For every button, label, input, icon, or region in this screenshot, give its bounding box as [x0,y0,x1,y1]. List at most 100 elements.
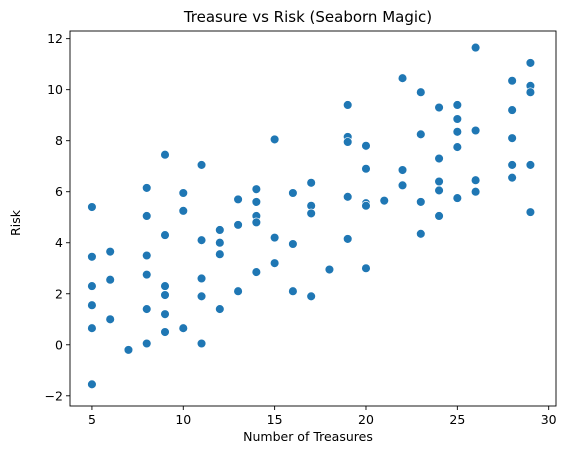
data-point [416,129,426,140]
data-point [105,314,115,325]
data-point [416,87,426,97]
data-point [525,207,536,217]
data-point [178,188,189,198]
data-point [434,153,444,164]
data-point [434,211,444,221]
data-point [470,125,481,136]
data-point [87,281,97,291]
data-point [525,58,536,68]
data-point [324,264,335,275]
data-point [215,237,225,248]
data-point [160,281,170,291]
data-point [470,186,481,197]
data-point [196,160,207,170]
data-point [361,263,371,273]
data-point [141,183,152,193]
y-axis-label: Risk [8,209,23,236]
data-point [288,188,298,198]
chart-title: Treasure vs Risk (Seaborn Magic) [183,8,432,26]
data-point [397,73,408,83]
data-point [434,185,444,196]
data-point [141,211,152,221]
x-tick-label: 15 [267,412,283,427]
y-tick-label: 2 [55,286,63,301]
data-point [507,105,517,115]
data-point [196,338,207,349]
data-point [160,309,170,319]
data-point [525,87,536,97]
data-point [416,197,426,207]
data-point [233,286,243,296]
data-point [452,193,463,203]
data-point [361,164,371,174]
data-point [507,75,517,86]
data-point [196,291,207,302]
y-tick-label: 6 [55,184,63,199]
data-point [397,165,408,175]
y-tick-label: 8 [55,133,63,148]
data-point [452,127,463,137]
data-point [160,230,170,240]
data-point [507,160,517,170]
data-point [105,274,115,285]
data-point [141,338,152,349]
data-point [87,202,97,212]
x-tick-label: 20 [358,412,374,427]
data-point [141,304,152,314]
data-point [233,194,243,205]
data-point [397,180,408,191]
data-point [251,267,262,277]
x-tick-label: 10 [175,412,191,427]
data-point [379,195,390,206]
data-point [361,200,371,211]
data-point [87,252,97,262]
x-tick-label: 30 [541,412,557,427]
data-point [233,220,243,230]
data-point [196,235,207,245]
data-point [141,269,152,280]
data-point [306,208,316,219]
data-point [269,134,280,145]
data-point [160,327,170,337]
data-point [196,273,207,284]
data-point [87,323,97,333]
x-axis-label: Number of Treasures [243,429,373,444]
data-point [306,178,316,188]
data-point [215,249,225,259]
data-point [507,172,517,183]
data-point [87,300,97,310]
data-point [178,206,189,216]
data-point [361,141,371,151]
data-point [342,100,353,110]
data-point [178,323,189,333]
data-point [342,192,353,202]
data-point [141,250,152,261]
data-point [288,286,298,296]
data-point [251,184,262,194]
data-point [342,137,353,147]
data-point [251,197,262,207]
data-point [434,176,444,187]
data-point [269,232,280,243]
x-tick-label: 25 [449,412,465,427]
axes-layer: 5 10 15 20 25 30 −2 0 2 4 6 8 10 12 [45,30,557,427]
data-point [470,175,481,185]
data-point [434,102,444,113]
points-layer [87,42,536,390]
data-point [251,217,262,228]
data-point [306,291,316,302]
data-point [507,133,517,143]
y-tick-label: 10 [47,82,63,97]
data-point [87,379,97,390]
data-point [160,290,170,300]
data-point [288,239,298,249]
data-point [105,246,115,257]
data-point [470,42,481,53]
data-point [160,149,170,160]
x-tick-label: 5 [88,412,96,427]
data-point [123,345,134,355]
y-tick-label: 4 [55,235,63,250]
y-tick-label: 0 [55,337,63,352]
data-point [342,234,353,244]
